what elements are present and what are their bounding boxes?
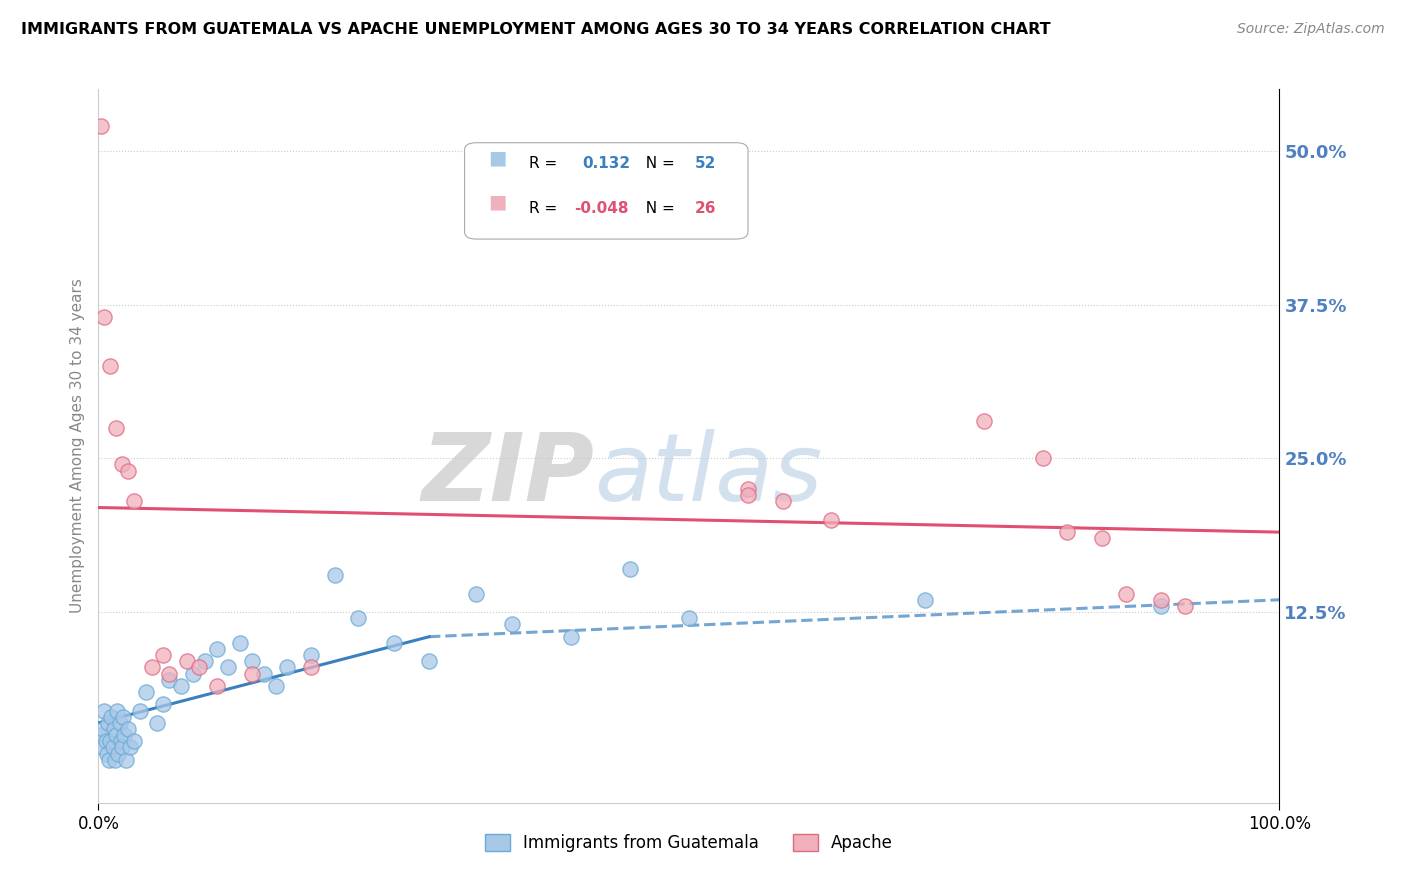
- Point: [240, 654, 263, 668]
- Point: [323, 568, 346, 582]
- Point: [299, 648, 322, 662]
- Point: [97, 715, 120, 730]
- Text: 0.132: 0.132: [582, 156, 631, 171]
- Point: [217, 660, 239, 674]
- Point: [772, 494, 794, 508]
- Point: [120, 740, 142, 755]
- Point: [737, 482, 759, 496]
- Point: [176, 654, 198, 668]
- Y-axis label: Unemployment Among Ages 30 to 34 years: Unemployment Among Ages 30 to 34 years: [69, 278, 84, 614]
- Point: [141, 660, 163, 674]
- Point: [122, 734, 145, 748]
- Point: [170, 679, 193, 693]
- Point: [619, 562, 641, 576]
- Point: [1115, 587, 1137, 601]
- Text: 26: 26: [695, 201, 716, 216]
- Point: [205, 642, 228, 657]
- Point: [820, 513, 842, 527]
- Text: atlas: atlas: [595, 429, 823, 520]
- Point: [112, 728, 135, 742]
- Point: [93, 310, 115, 324]
- Point: [107, 747, 129, 761]
- Point: [104, 753, 127, 767]
- Point: [96, 747, 118, 761]
- Point: [1091, 531, 1114, 545]
- Point: [111, 740, 134, 755]
- Text: N =: N =: [636, 156, 679, 171]
- Point: [914, 592, 936, 607]
- Point: [98, 753, 121, 767]
- Point: [146, 715, 169, 730]
- Point: [560, 630, 582, 644]
- Point: [229, 636, 252, 650]
- Point: [194, 654, 217, 668]
- FancyBboxPatch shape: [464, 143, 748, 239]
- Point: [205, 679, 228, 693]
- Point: [382, 636, 405, 650]
- Point: [1174, 599, 1197, 613]
- Text: ■: ■: [488, 193, 506, 212]
- Text: IMMIGRANTS FROM GUATEMALA VS APACHE UNEMPLOYMENT AMONG AGES 30 TO 34 YEARS CORRE: IMMIGRANTS FROM GUATEMALA VS APACHE UNEM…: [21, 22, 1050, 37]
- Point: [152, 648, 174, 662]
- Text: -0.048: -0.048: [575, 201, 628, 216]
- Point: [112, 709, 135, 723]
- Text: R =: R =: [530, 156, 562, 171]
- Point: [105, 704, 128, 718]
- Point: [98, 734, 121, 748]
- Point: [105, 420, 128, 434]
- Point: [122, 494, 145, 508]
- Point: [157, 666, 180, 681]
- Text: N =: N =: [636, 201, 679, 216]
- Point: [117, 464, 139, 478]
- Point: [100, 709, 122, 723]
- Point: [157, 673, 180, 687]
- Point: [101, 740, 124, 755]
- Point: [1056, 525, 1078, 540]
- Point: [1150, 599, 1173, 613]
- Point: [90, 728, 112, 742]
- Point: [240, 666, 263, 681]
- Point: [90, 119, 112, 133]
- Point: [152, 698, 174, 712]
- Text: 52: 52: [695, 156, 716, 171]
- Point: [465, 587, 488, 601]
- Point: [1150, 592, 1173, 607]
- Point: [114, 753, 136, 767]
- Text: ■: ■: [488, 149, 506, 168]
- Text: R =: R =: [530, 201, 562, 216]
- Legend: Immigrants from Guatemala, Apache: Immigrants from Guatemala, Apache: [478, 827, 900, 859]
- Point: [737, 488, 759, 502]
- Point: [105, 728, 128, 742]
- Point: [117, 722, 139, 736]
- Point: [347, 611, 370, 625]
- Point: [181, 666, 204, 681]
- Text: Source: ZipAtlas.com: Source: ZipAtlas.com: [1237, 22, 1385, 37]
- Point: [264, 679, 287, 693]
- Point: [501, 617, 523, 632]
- Point: [108, 715, 131, 730]
- Point: [111, 458, 134, 472]
- Point: [418, 654, 440, 668]
- Point: [98, 359, 121, 373]
- Text: ZIP: ZIP: [422, 428, 595, 521]
- Point: [93, 704, 115, 718]
- Point: [299, 660, 322, 674]
- Point: [110, 734, 132, 748]
- Point: [135, 685, 157, 699]
- Point: [187, 660, 209, 674]
- Point: [94, 734, 117, 748]
- Point: [973, 414, 995, 428]
- Point: [103, 722, 125, 736]
- Point: [91, 740, 114, 755]
- Point: [1032, 451, 1054, 466]
- Point: [253, 666, 276, 681]
- Point: [678, 611, 700, 625]
- Point: [128, 704, 150, 718]
- Point: [91, 722, 114, 736]
- Point: [276, 660, 298, 674]
